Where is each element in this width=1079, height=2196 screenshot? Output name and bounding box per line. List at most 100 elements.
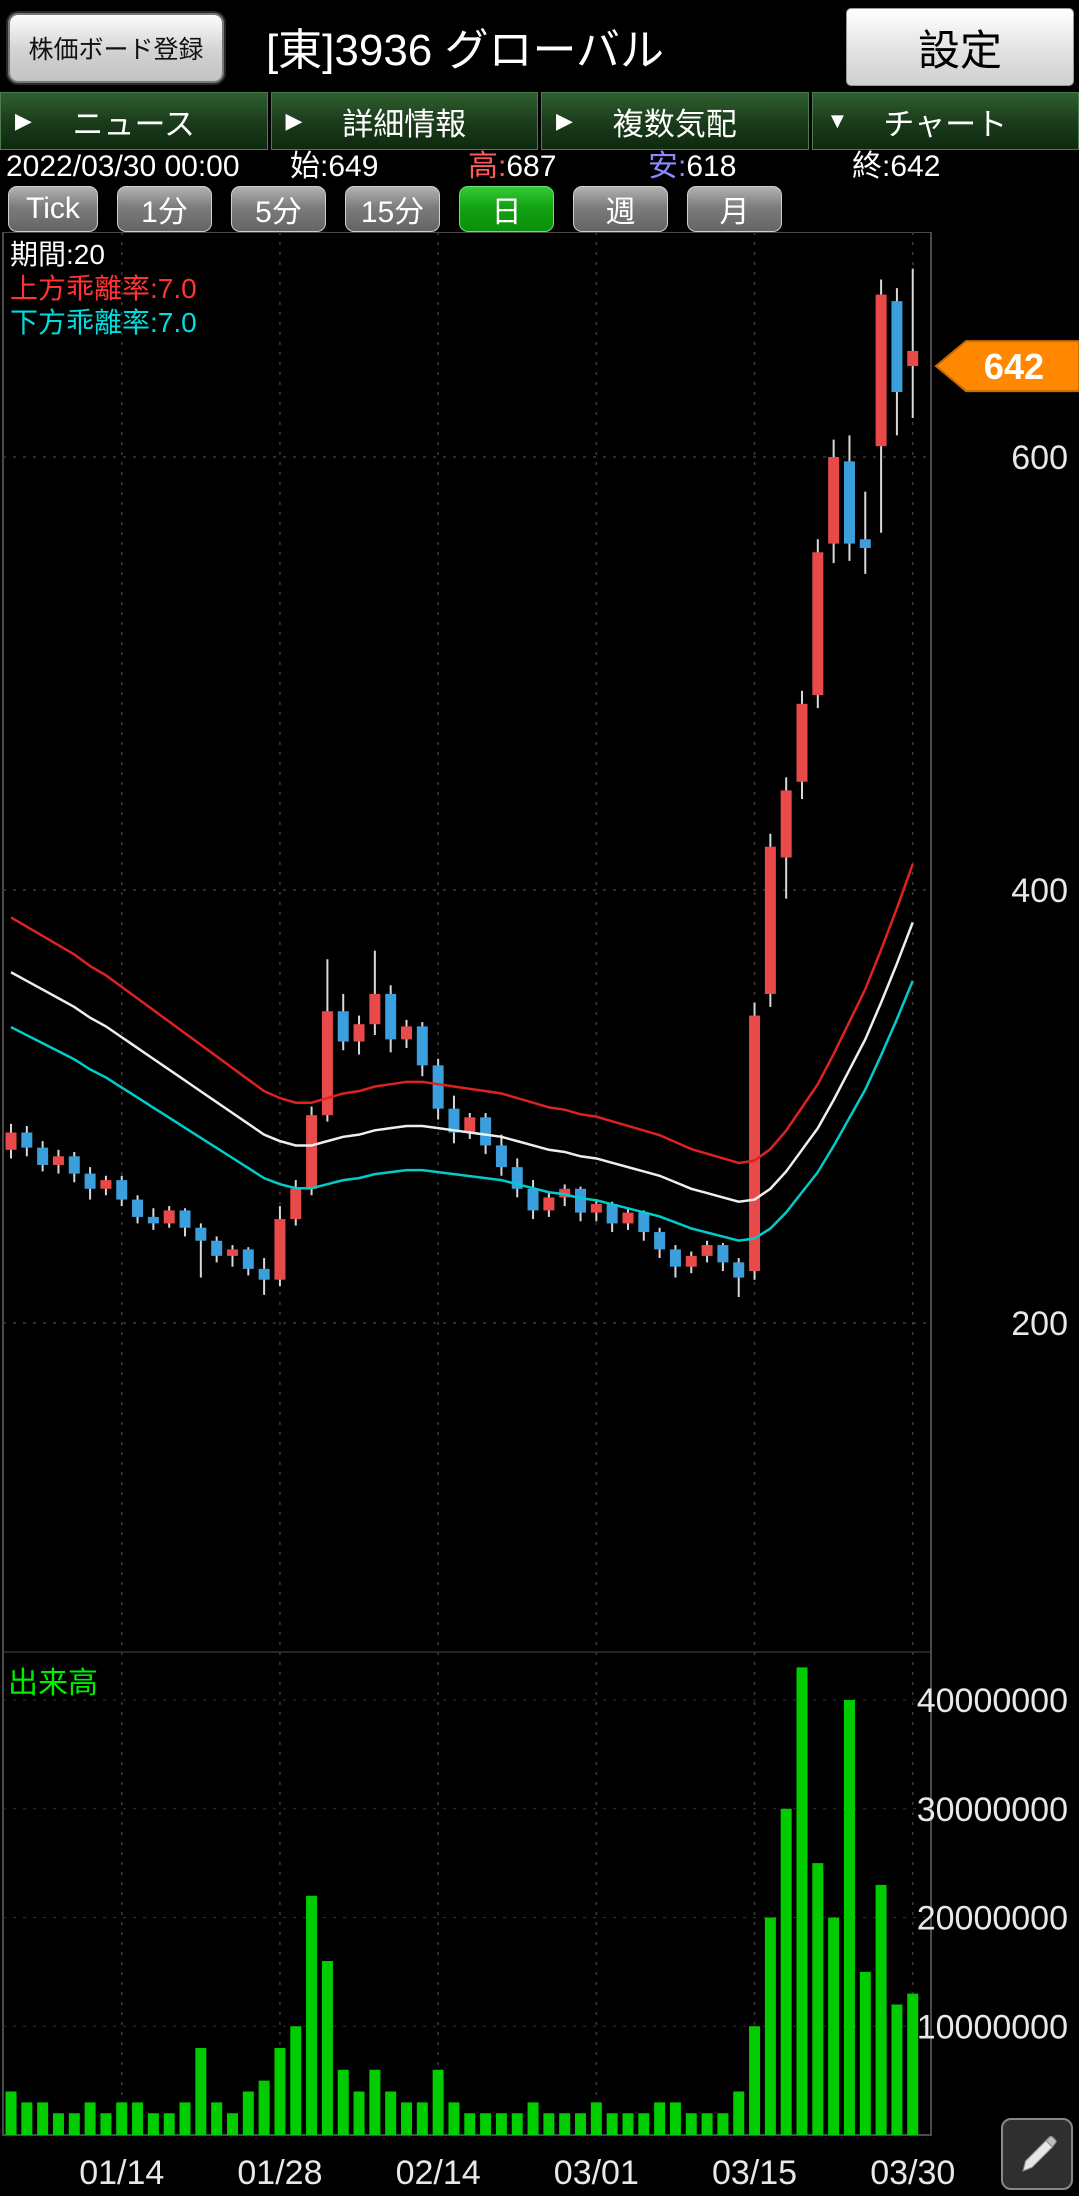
volume-bar [717, 2113, 729, 2135]
date-axis-label: 01/14 [79, 2154, 164, 2192]
candle-body [385, 993, 397, 1040]
volume-bar [163, 2113, 175, 2135]
candle-body [828, 457, 840, 544]
edit-chart-button[interactable] [1001, 2118, 1073, 2190]
tab-bar: ▶ ニュース ▶ 詳細情報 ▶ 複数気配 ▼ チャート [0, 92, 1079, 150]
volume-bar [179, 2102, 191, 2135]
upper-envelope-line [10, 863, 914, 1165]
low-value: 618 [686, 150, 737, 183]
timeframe-bar: Tick 1分 5分 15分 日 週 月 [0, 186, 1079, 232]
date-axis-label: 02/14 [396, 2154, 481, 2192]
candle-body [52, 1156, 64, 1165]
volume-bar [812, 1863, 824, 2135]
candle-body [195, 1227, 207, 1241]
candle-body [685, 1255, 697, 1267]
date-axis-label: 03/15 [712, 2154, 797, 2192]
candle-body [891, 301, 903, 393]
volume-bar [701, 2113, 713, 2135]
volume-bar [385, 2091, 397, 2135]
volume-bar [211, 2102, 223, 2135]
triangle-right-icon: ▶ [15, 108, 32, 133]
volume-bar [495, 2113, 507, 2135]
volume-bar [52, 2113, 64, 2135]
timeframe-week[interactable]: 週 [573, 186, 668, 232]
candle-body [432, 1065, 444, 1109]
volume-label: 出来高 [8, 1667, 98, 1700]
volume-bar [84, 2102, 96, 2135]
timeframe-1min[interactable]: 1分 [117, 186, 212, 232]
timeframe-15min[interactable]: 15分 [345, 186, 440, 232]
timeframe-day[interactable]: 日 [459, 186, 554, 232]
candle-body [353, 1024, 365, 1042]
triangle-right-icon: ▶ [285, 108, 303, 133]
volume-bar [780, 1808, 792, 2135]
volume-bar [100, 2113, 112, 2135]
board-register-button[interactable]: 株価ボード登録 [8, 13, 224, 83]
candle-body [669, 1249, 681, 1267]
volume-bar [480, 2113, 492, 2135]
open-label: 始: [290, 150, 329, 183]
candle-body [654, 1232, 666, 1250]
volume-axis-label: 20000000 [917, 1900, 1068, 1938]
candle-body [575, 1188, 587, 1213]
date-axis-label: 01/28 [237, 2154, 322, 2192]
candle-body [875, 294, 887, 447]
quote-datetime: 2022/03/30 00:00 [6, 150, 240, 183]
candle-body [274, 1219, 286, 1280]
volume-bar [511, 2113, 523, 2135]
current-price-tag [934, 340, 1079, 393]
tab-label: ニュース [72, 106, 195, 142]
plot-border [2, 231, 932, 2136]
candle-body [163, 1210, 175, 1224]
volume-bar [416, 2102, 428, 2135]
candle-body [590, 1203, 602, 1213]
candle-body [100, 1180, 112, 1189]
volume-bar [306, 1895, 318, 2135]
volume-bar [543, 2113, 555, 2135]
quote-bar: 2022/03/30 00:00 始:649 高:687 安:618 終:642 [0, 150, 1079, 184]
volume-bar [5, 2091, 17, 2135]
volume-bar [843, 1700, 855, 2135]
timeframe-5min[interactable]: 5分 [231, 186, 326, 232]
pencil-icon [1022, 2135, 1057, 2172]
candle-body [480, 1117, 492, 1146]
volume-bar [37, 2102, 49, 2135]
candle-body [226, 1249, 238, 1256]
quote-low: 安:618 [648, 150, 736, 184]
tab-multi-quote[interactable]: ▶ 複数気配 [541, 92, 809, 150]
volume-bar [575, 2113, 587, 2135]
volume-bar [828, 1917, 840, 2135]
volume-bar [749, 2026, 761, 2135]
volume-bar [875, 1884, 887, 2135]
volume-bar [796, 1667, 808, 2135]
open-value: 649 [328, 150, 379, 183]
tab-detail-info[interactable]: ▶ 詳細情報 [270, 92, 538, 150]
candle-body [147, 1216, 159, 1224]
volume-bar [622, 2113, 634, 2135]
tab-news[interactable]: ▶ ニュース [0, 92, 268, 150]
volume-bar [68, 2113, 80, 2135]
volume-bar [891, 2004, 903, 2135]
candle-body [5, 1132, 17, 1150]
candle-body [258, 1268, 270, 1280]
candle-body [511, 1167, 523, 1189]
high-label: 高: [468, 150, 507, 183]
tab-chart[interactable]: ▼ チャート [811, 92, 1079, 150]
candle-body [132, 1199, 144, 1217]
candle-body [543, 1197, 555, 1211]
quote-close: 終:642 [852, 150, 940, 184]
candle-body [211, 1240, 223, 1256]
volume-bar [132, 2102, 144, 2135]
settings-button[interactable]: 設定 [846, 8, 1074, 86]
timeframe-tick[interactable]: Tick [8, 186, 98, 232]
candle-body [321, 1011, 333, 1116]
triangle-down-icon: ▼ [826, 108, 849, 133]
timeframe-month[interactable]: 月 [687, 186, 782, 232]
volume-bar [685, 2113, 697, 2135]
candle-body [907, 350, 919, 367]
volume-bar [733, 2091, 745, 2135]
volume-bar [559, 2113, 571, 2135]
volume-bar [448, 2102, 460, 2135]
